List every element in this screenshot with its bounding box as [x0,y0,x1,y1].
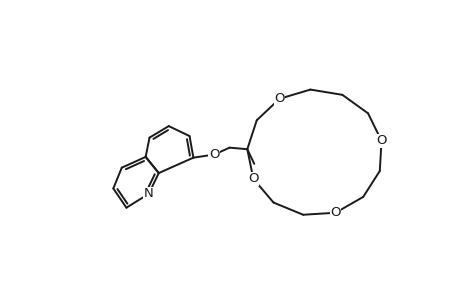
Text: O: O [375,134,386,147]
Text: O: O [247,172,258,185]
Text: O: O [330,206,340,219]
Text: N: N [144,187,153,200]
Text: O: O [208,148,219,161]
Text: O: O [274,92,284,105]
